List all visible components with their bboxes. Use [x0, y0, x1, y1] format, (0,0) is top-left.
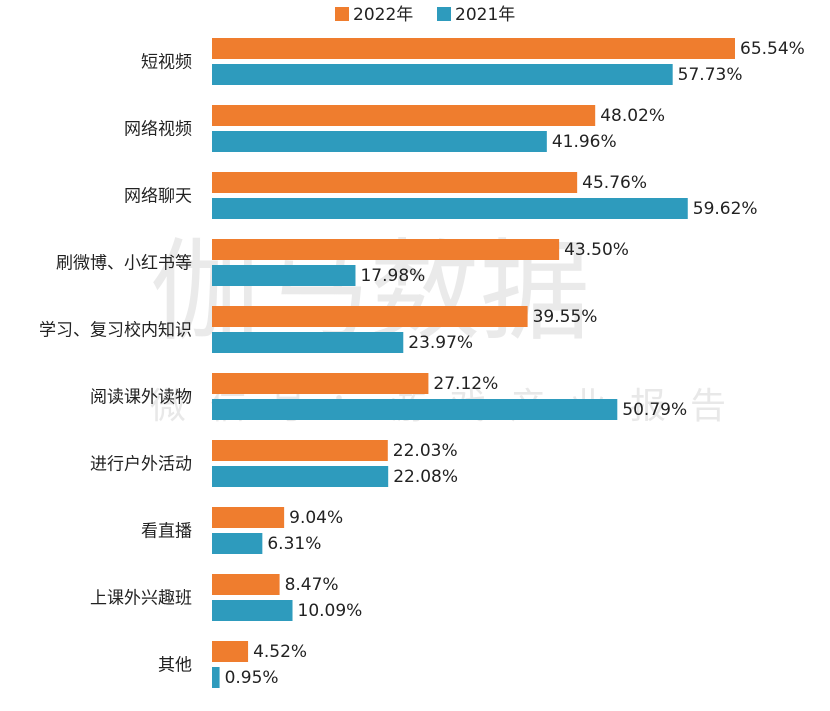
category-label: 短视频	[141, 53, 192, 73]
data-label: 45.76%	[582, 173, 647, 193]
data-label: 6.31%	[267, 534, 321, 554]
data-label: 27.12%	[433, 374, 498, 394]
legend-label: 2022年	[353, 5, 413, 25]
bar-series1	[212, 105, 596, 126]
category-label: 学习、复习校内知识	[39, 321, 192, 341]
data-label: 9.04%	[289, 508, 343, 528]
data-label: 8.47%	[285, 575, 339, 595]
data-label: 22.08%	[393, 467, 458, 487]
bar-series2	[212, 64, 673, 85]
data-label: 4.52%	[253, 642, 307, 662]
legend-swatch	[437, 7, 451, 21]
data-label: 57.73%	[678, 65, 743, 85]
data-label: 48.02%	[600, 106, 665, 126]
data-label: 41.96%	[552, 132, 617, 152]
value-labels: 65.54% 57.73% 48.02% 41.96% 45.76% 59.62% 43.5…	[225, 39, 805, 688]
data-label: 50.79%	[622, 400, 687, 420]
bar-series2	[212, 198, 688, 219]
legend-swatch	[335, 7, 349, 21]
bar-series2	[212, 131, 547, 152]
data-label: 22.03%	[393, 441, 458, 461]
bar-series2	[212, 667, 220, 688]
data-label: 65.54%	[740, 39, 805, 59]
data-label: 0.95%	[225, 668, 279, 688]
category-label: 看直播	[141, 522, 192, 542]
legend: 2022年 2021年	[335, 5, 515, 25]
category-label: 进行户外活动	[90, 455, 192, 475]
category-labels: 短视频网络视频网络聊天刷微博、小红书等学习、复习校内知识阅读课外读物进行户外活动…	[39, 53, 192, 676]
bar-series1	[212, 172, 578, 193]
category-label: 刷微博、小红书等	[56, 254, 192, 274]
bar-series1	[212, 507, 285, 528]
bar-series1	[212, 38, 735, 59]
data-label: 39.55%	[533, 307, 598, 327]
bar-series2	[212, 466, 389, 487]
data-label: 59.62%	[693, 199, 758, 219]
bar-series1	[212, 306, 528, 327]
category-label: 其他	[158, 656, 192, 676]
data-label: 43.50%	[564, 240, 629, 260]
bar-series1	[212, 373, 429, 394]
bar-series2	[212, 265, 356, 286]
data-label: 10.09%	[298, 601, 363, 621]
category-label: 网络聊天	[124, 187, 192, 207]
category-label: 上课外兴趣班	[90, 589, 192, 609]
legend-label: 2021年	[455, 5, 515, 25]
data-label: 17.98%	[360, 266, 425, 286]
bar-series1	[212, 574, 280, 595]
bar-series1	[212, 239, 560, 260]
bar-series2	[212, 533, 263, 554]
data-label: 23.97%	[408, 333, 473, 353]
bar-series2	[212, 600, 293, 621]
bars	[212, 38, 735, 688]
bar-series1	[212, 440, 388, 461]
category-label: 阅读课外读物	[90, 388, 192, 408]
bar-series2	[212, 399, 618, 420]
category-label: 网络视频	[124, 120, 192, 140]
bar-series2	[212, 332, 404, 353]
bar-series1	[212, 641, 249, 662]
